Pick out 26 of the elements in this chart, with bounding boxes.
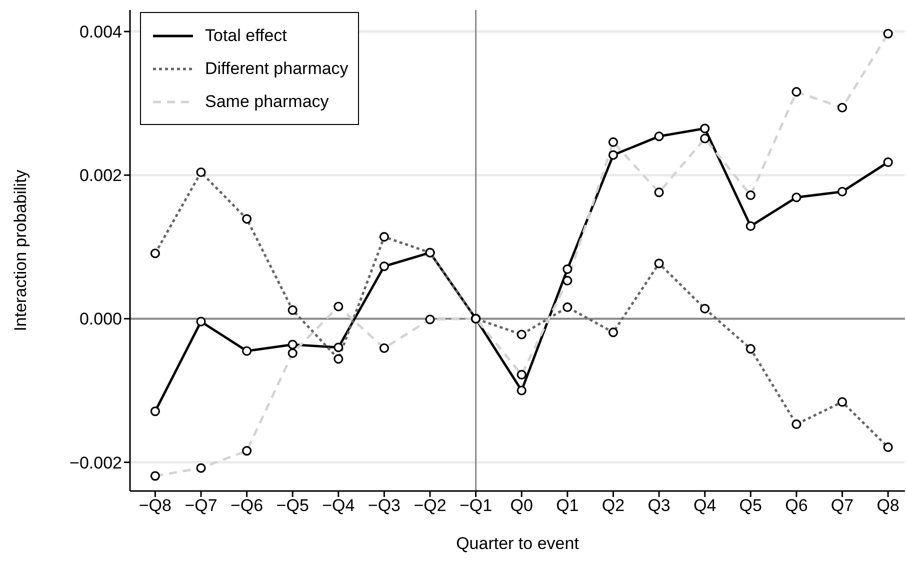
legend-label: Same pharmacy [205,92,329,112]
x-tick-label: Q8 [876,496,900,516]
x-tick-label: −Q5 [276,496,309,516]
legend-label: Different pharmacy [205,58,348,78]
y-tick-label: 0.004 [79,22,122,42]
legend-label: Total effect [205,26,287,46]
x-axis-title: Quarter to event [456,534,580,553]
y-tick-label: 0.000 [79,310,122,329]
x-tick-label: −Q1 [460,496,492,516]
x-tick-label: Q2 [602,496,625,516]
x-tick-label: −Q4 [322,496,355,516]
y-axis-title: Interaction probability [11,169,30,332]
x-tick-label: −Q8 [138,496,172,516]
x-tick-label: Q7 [830,496,854,516]
x-tick-label: −Q7 [184,496,218,516]
x-tick-label: Q0 [510,496,533,516]
x-tick-label: −Q3 [368,496,401,516]
x-tick-label: Q3 [648,496,670,516]
x-tick-label: −Q2 [414,496,446,516]
x-tick-label: Q4 [693,496,716,516]
x-tick-label: Q1 [556,496,579,516]
x-tick-label: Q5 [739,496,762,516]
x-tick-label: Q6 [785,496,808,516]
y-tick-label: −0.002 [70,453,122,472]
x-tick-label: −Q6 [230,496,264,516]
y-tick-label: 0.002 [79,166,122,186]
